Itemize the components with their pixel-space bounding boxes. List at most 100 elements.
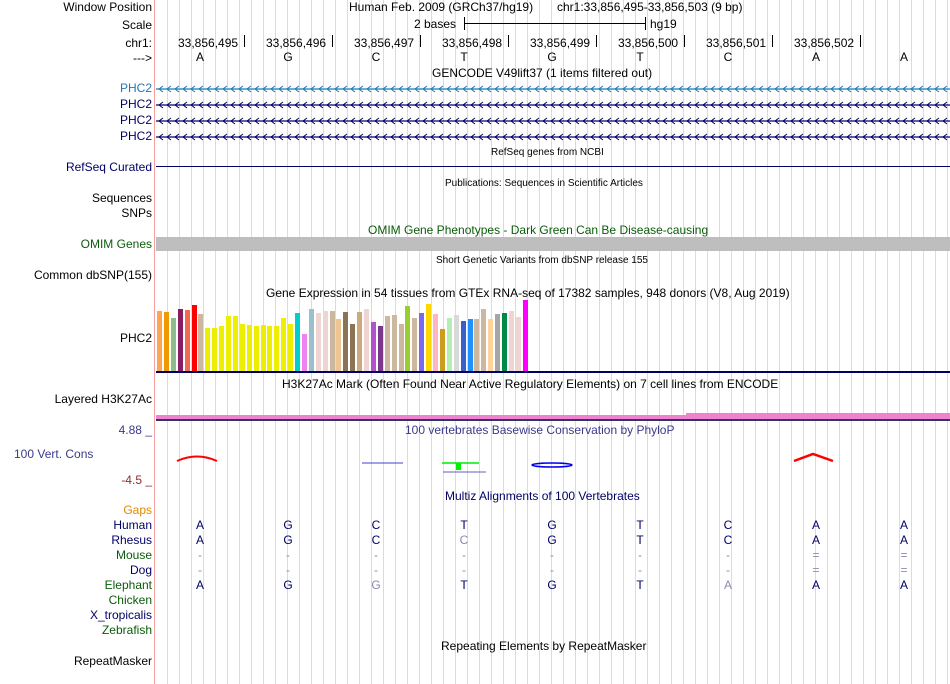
omim-feature[interactable]	[156, 237, 950, 251]
gene-feature[interactable]	[156, 84, 950, 94]
gtex-tissue-bar[interactable]	[288, 324, 294, 371]
gtex-tissue-bar[interactable]	[495, 314, 501, 371]
dbsnp-label[interactable]: Common dbSNP(155)	[33, 268, 152, 282]
gtex-tissue-bar[interactable]	[433, 314, 438, 371]
species-label[interactable]: Human	[113, 518, 152, 532]
refseq-line[interactable]	[156, 166, 950, 167]
gtex-label[interactable]: PHC2	[119, 331, 152, 345]
gtex-tissue-bar[interactable]	[232, 316, 238, 371]
gtex-tissue-bar[interactable]	[377, 326, 383, 371]
gtex-tissue-bar[interactable]	[315, 313, 321, 371]
gtex-tissue-bar[interactable]	[226, 316, 231, 371]
gene-label[interactable]: PHC2	[119, 97, 152, 111]
gtex-tissue-bar[interactable]	[329, 311, 335, 371]
multiz-gaps-label[interactable]: Gaps	[123, 503, 152, 517]
gtex-bar-chart[interactable]	[156, 299, 950, 371]
gtex-tissue-bar[interactable]	[502, 313, 507, 371]
gtex-tissue-bar[interactable]	[184, 310, 190, 371]
phylop-plot[interactable]	[156, 440, 950, 480]
species-label[interactable]: Dog	[129, 563, 152, 577]
species-label[interactable]: Rhesus	[111, 533, 152, 547]
gtex-tissue-bar[interactable]	[281, 318, 287, 371]
gtex-tissue-bar[interactable]	[163, 312, 169, 371]
gtex-tissue-bar[interactable]	[426, 304, 432, 371]
strand-arrow	[886, 117, 892, 125]
gene-feature[interactable]	[156, 100, 950, 110]
strand-label[interactable]: --->	[133, 51, 152, 65]
gtex-tissue-bar[interactable]	[508, 311, 514, 371]
repeatmasker-label[interactable]: RepeatMasker	[73, 654, 152, 668]
gene-label[interactable]: PHC2	[119, 113, 152, 127]
gtex-tissue-bar[interactable]	[246, 325, 252, 371]
gtex-tissue-bar[interactable]	[488, 319, 494, 371]
gtex-tissue-bar[interactable]	[308, 309, 314, 371]
scale-value: 2 bases	[414, 17, 457, 31]
position-readout[interactable]: chr1:33,856,495-33,856,503 (9 bp)	[557, 0, 743, 14]
gtex-tissue-bar[interactable]	[364, 309, 369, 371]
gtex-tissue-bar[interactable]	[177, 309, 183, 371]
gtex-tissue-bar[interactable]	[405, 306, 411, 371]
gtex-tissue-bar[interactable]	[460, 321, 466, 371]
gtex-tissue-bar[interactable]	[301, 334, 307, 371]
gtex-tissue-bar[interactable]	[419, 313, 425, 371]
gtex-tissue-bar[interactable]	[453, 315, 459, 371]
gtex-tissue-bar[interactable]	[239, 324, 245, 371]
gtex-tissue-bar[interactable]	[253, 326, 259, 371]
strand-arrow	[934, 117, 940, 125]
publications-label-sequences[interactable]: Sequences	[91, 191, 152, 205]
gtex-tissue-bar[interactable]	[205, 328, 211, 371]
strand-arrow	[934, 85, 940, 93]
species-label[interactable]: Chicken	[108, 593, 152, 607]
gene-feature[interactable]	[156, 132, 950, 142]
strand-arrow	[198, 85, 204, 93]
coordinate-label: 33,856,497	[354, 36, 415, 50]
gtex-tissue-bar[interactable]	[274, 326, 280, 371]
gtex-tissue-bar[interactable]	[357, 312, 363, 371]
gtex-tissue-bar[interactable]	[267, 326, 273, 371]
gtex-tissue-bar[interactable]	[384, 316, 390, 371]
species-label[interactable]: Mouse	[115, 548, 152, 562]
h3k27ac-signal-b[interactable]	[686, 413, 950, 419]
gtex-tissue-bar[interactable]	[157, 311, 162, 371]
gtex-tissue-bar[interactable]	[515, 317, 521, 371]
species-label[interactable]: Elephant	[104, 578, 152, 592]
gene-label[interactable]: PHC2	[119, 129, 152, 143]
gtex-tissue-bar[interactable]	[467, 319, 473, 371]
gene-feature[interactable]	[156, 116, 950, 126]
gtex-tissue-bar[interactable]	[522, 300, 528, 371]
strand-arrow	[342, 133, 348, 141]
species-label[interactable]: X_tropicalis	[89, 608, 152, 622]
gtex-tissue-bar[interactable]	[295, 313, 300, 371]
h3k27ac-label[interactable]: Layered H3K27Ac	[54, 392, 152, 406]
gtex-tissue-bar[interactable]	[212, 328, 218, 371]
h3k27ac-signal-a[interactable]	[156, 415, 686, 419]
gtex-tissue-bar[interactable]	[336, 319, 342, 371]
gtex-tissue-bar[interactable]	[412, 318, 418, 371]
gtex-tissue-bar[interactable]	[343, 312, 349, 371]
refseq-label[interactable]: RefSeq Curated	[65, 160, 152, 174]
phylop-label[interactable]: 100 Vert. Cons	[14, 447, 94, 461]
gtex-tissue-bar[interactable]	[370, 322, 376, 371]
gene-label[interactable]: PHC2	[119, 81, 152, 95]
gtex-tissue-bar[interactable]	[439, 329, 445, 371]
gtex-tissue-bar[interactable]	[481, 309, 487, 371]
gtex-tissue-bar[interactable]	[219, 326, 225, 371]
strand-arrow	[318, 85, 324, 93]
strand-arrow	[342, 101, 348, 109]
gtex-tissue-bar[interactable]	[474, 319, 480, 371]
publications-label-snps[interactable]: SNPs	[121, 206, 152, 220]
gtex-tissue-bar[interactable]	[322, 311, 328, 371]
gtex-tissue-bar[interactable]	[391, 315, 397, 371]
strand-arrow	[462, 101, 468, 109]
gtex-tissue-bar[interactable]	[446, 318, 452, 371]
species-label[interactable]: Zebrafish	[101, 623, 152, 637]
gtex-tissue-bar[interactable]	[170, 318, 176, 371]
gtex-tissue-bar[interactable]	[350, 324, 356, 371]
gtex-tissue-bar[interactable]	[260, 325, 266, 371]
strand-arrow	[326, 117, 332, 125]
strand-arrow	[646, 133, 652, 141]
gtex-tissue-bar[interactable]	[198, 314, 204, 371]
gtex-tissue-bar[interactable]	[191, 305, 197, 371]
omim-label[interactable]: OMIM Genes	[80, 237, 152, 251]
gtex-tissue-bar[interactable]	[398, 324, 404, 371]
